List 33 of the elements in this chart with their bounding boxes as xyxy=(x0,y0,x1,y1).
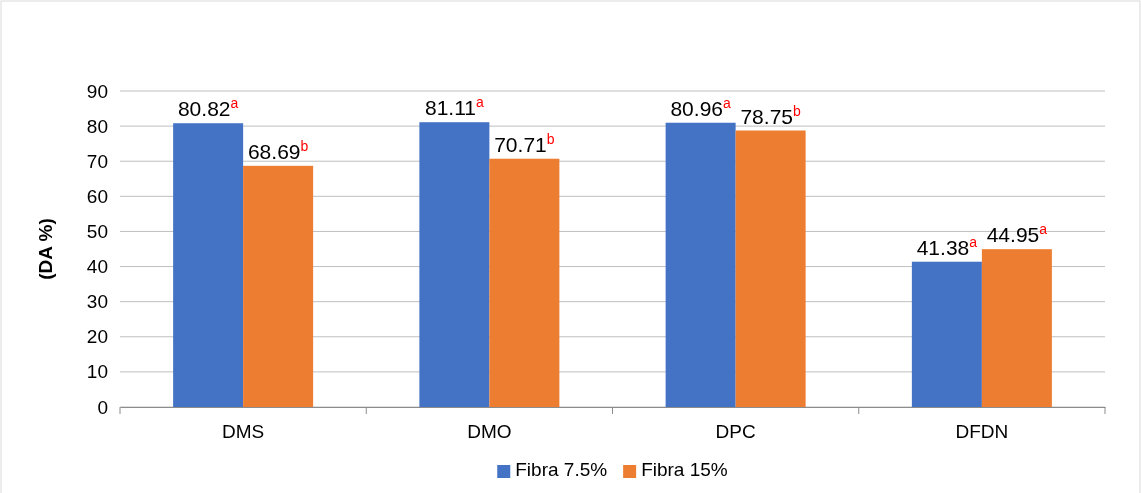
bar xyxy=(489,158,560,407)
bar xyxy=(243,165,314,407)
bar xyxy=(173,123,244,407)
data-label: 78.75$^{b}$ xyxy=(740,102,802,128)
y-tick-label: 80 xyxy=(86,115,108,137)
data-label: 68.69$^{b}$ xyxy=(247,137,309,163)
y-tick-label: 30 xyxy=(86,291,108,313)
x-tick-label: DPC xyxy=(715,421,756,443)
data-label: 81.11$^{a}$ xyxy=(424,94,484,120)
y-tick-label: 50 xyxy=(86,221,108,243)
y-tick-label: 90 xyxy=(86,80,108,102)
y-axis-title: (DA %) xyxy=(35,218,56,280)
bar xyxy=(911,261,982,407)
y-tick-label: 40 xyxy=(86,256,108,278)
data-label: 70.71$^{b}$ xyxy=(494,130,555,156)
legend-label: Fibra 7.5% xyxy=(515,459,608,480)
x-tick-label: DMS xyxy=(222,421,265,443)
y-tick-label: 10 xyxy=(86,361,108,383)
y-tick-label: 0 xyxy=(97,396,108,418)
data-label: 44.95$^{a}$ xyxy=(986,221,1048,247)
x-tick-label: DFDN xyxy=(955,421,1009,443)
bar xyxy=(981,249,1052,407)
data-label: 41.38$^{a}$ xyxy=(916,233,978,259)
bar xyxy=(419,122,490,407)
data-label: 80.96$^{a}$ xyxy=(670,94,732,120)
bar xyxy=(735,130,806,407)
legend-label: Fibra 15% xyxy=(641,459,728,480)
y-tick-label: 20 xyxy=(86,326,108,348)
y-tick-label: 60 xyxy=(86,185,108,207)
x-tick-label: DMO xyxy=(467,421,512,443)
bar xyxy=(665,122,736,407)
y-tick-label: 70 xyxy=(86,150,108,172)
data-label: 80.82$^{a}$ xyxy=(177,95,239,121)
